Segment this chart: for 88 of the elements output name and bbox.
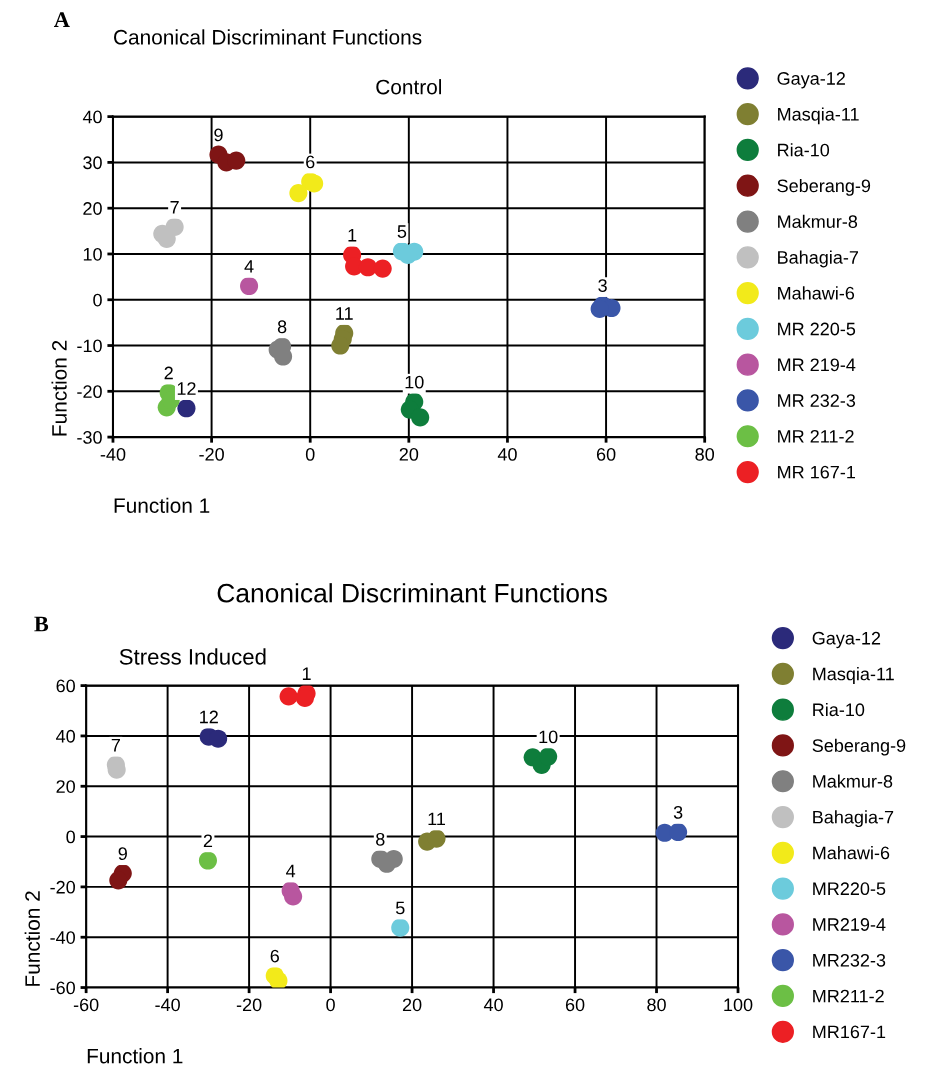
x-tick-label: -20: [236, 998, 262, 1012]
y-axis-title: Function 2: [51, 340, 67, 436]
y-axis-title: Function 2: [24, 891, 40, 986]
y-tick-label: 40: [56, 729, 75, 743]
x-tick-label: 0: [326, 998, 335, 1012]
legend-label: Gaya-12: [777, 72, 845, 89]
chart-subtitle: Stress Induced: [119, 648, 266, 665]
y-tick-label: -10: [77, 339, 102, 353]
legend-label: Bahagia-7: [813, 810, 894, 828]
x-tick-label: 80: [647, 998, 666, 1012]
chart-title: Canonical Discriminant Functions: [217, 583, 607, 603]
annotation: 8: [376, 832, 385, 846]
legend-label: MR 167-1: [778, 465, 855, 479]
x-tick-label: 60: [596, 447, 616, 461]
legend-label: MR 211-2: [778, 429, 854, 443]
annotation: 2: [164, 366, 173, 380]
legend-label: Makmur-8: [778, 214, 858, 229]
y-tick-label: 60: [56, 679, 75, 693]
annotation: 4: [286, 864, 296, 878]
x-tick-label: 100: [724, 998, 753, 1012]
x-tick-label: -40: [155, 998, 180, 1012]
legend-label: MR167-1: [813, 1025, 886, 1039]
text: A: [54, 12, 70, 27]
x-tick-label: 20: [402, 998, 422, 1012]
annotation: 1: [302, 667, 311, 680]
annotation: 9: [214, 128, 223, 142]
annotation: 10: [405, 375, 424, 389]
y-tick-label: -20: [77, 385, 102, 399]
legend-label: Seberang-9: [812, 738, 906, 756]
legend-label: Ria-10: [778, 143, 830, 157]
legend-label: MR 219-4: [778, 358, 856, 372]
x-axis-title: Function 1: [114, 497, 210, 513]
y-tick-label: 20: [83, 202, 102, 215]
legend-label: Ria-10: [813, 702, 865, 717]
legend-label: MR 220-5: [778, 322, 856, 336]
legend-label: MR211-2: [813, 989, 884, 1003]
legend-label: MR219-4: [813, 918, 886, 931]
annotation: 11: [428, 812, 446, 826]
legend-label: MR 232-3: [778, 394, 856, 407]
y-tick-label: -20: [50, 880, 75, 894]
y-tick-label: 40: [82, 110, 102, 124]
y-tick-label: 0: [66, 830, 75, 844]
legend-label: Masqia-11: [778, 107, 859, 125]
annotation: 11: [336, 307, 353, 320]
chart-subtitle: Control: [376, 79, 442, 95]
annotation: 1: [348, 229, 357, 242]
chart-title: Canonical Discriminant Functions: [114, 29, 422, 45]
annotation: 12: [177, 382, 196, 395]
legend-label: Mahawi-6: [778, 286, 855, 300]
annotation: 10: [539, 730, 558, 744]
legend-label: Seberang-9: [777, 178, 871, 196]
x-tick-label: 40: [483, 998, 503, 1012]
x-tick-label: 0: [305, 447, 315, 461]
annotation: 9: [118, 847, 127, 861]
annotation: 4: [244, 260, 254, 273]
x-tick-label: 40: [497, 447, 517, 461]
annotation: 3: [598, 279, 607, 292]
y-tick-label: 30: [83, 156, 102, 170]
annotation: 5: [397, 225, 407, 238]
legend-label: Masqia-11: [813, 667, 894, 684]
legend-label: Makmur-8: [813, 774, 893, 788]
x-tick-label: 20: [399, 447, 419, 461]
annotation: 8: [277, 320, 287, 334]
annotation: 7: [170, 201, 179, 214]
annotation: 12: [200, 710, 218, 724]
y-tick-label: 0: [93, 293, 102, 307]
x-tick-label: 80: [695, 447, 715, 461]
y-tick-label: -30: [77, 431, 102, 444]
legend-label: MR220-5: [813, 882, 886, 896]
legend-label: MR232-3: [813, 953, 886, 967]
annotation: 3: [673, 805, 683, 819]
x-tick-label: 60: [565, 998, 585, 1012]
y-tick-label: 10: [83, 247, 102, 261]
legend-label: Gaya-12: [812, 631, 881, 649]
y-tick-label: -40: [50, 931, 75, 944]
annotation: 2: [203, 834, 213, 848]
y-tick-label: -60: [50, 981, 75, 995]
legend-label: Mahawi-6: [813, 846, 890, 860]
y-tick-label: 20: [56, 780, 75, 793]
text: B: [34, 616, 49, 632]
legend-label: Bahagia-7: [778, 250, 859, 268]
x-tick-label: -40: [100, 447, 126, 461]
annotation: 5: [395, 901, 405, 915]
annotation: 6: [270, 949, 279, 963]
x-axis-title: Function 1: [87, 1048, 183, 1064]
annotation: 6: [306, 155, 315, 169]
x-tick-label: -20: [199, 447, 224, 461]
annotation: 7: [111, 738, 120, 752]
